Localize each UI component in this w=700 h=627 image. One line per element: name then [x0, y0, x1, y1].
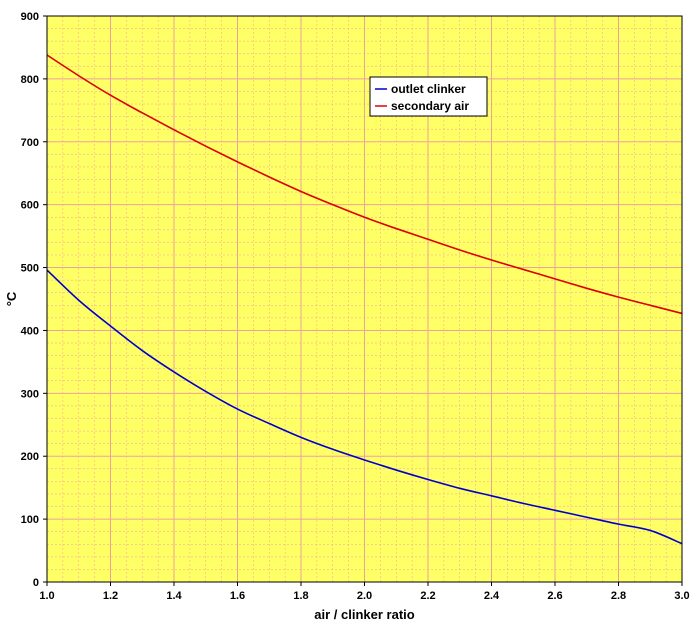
x-tick-label: 1.8 — [293, 590, 308, 602]
y-tick-label: 500 — [21, 263, 39, 275]
x-tick-label: 2.8 — [611, 590, 626, 602]
x-tick-label: 1.6 — [230, 590, 245, 602]
x-tick-label: 2.0 — [357, 590, 372, 602]
legend-label-outlet-clinker: outlet clinker — [391, 82, 466, 96]
y-axis-title: °C — [4, 291, 19, 306]
y-tick-label: 600 — [21, 200, 39, 212]
legend: outlet clinker secondary air — [369, 76, 488, 117]
y-tick-label: 700 — [21, 137, 39, 149]
y-tick-label: 800 — [21, 74, 39, 86]
x-tick-label: 3.0 — [674, 590, 689, 602]
y-tick-label: 100 — [21, 514, 39, 526]
series-line-outlet-clinker — [46, 269, 683, 545]
y-tick-label: 0 — [33, 577, 39, 589]
x-tick-label: 1.0 — [39, 590, 54, 602]
x-tick-label: 1.4 — [166, 590, 182, 602]
x-axis-title: air / clinker ratio — [314, 607, 414, 622]
legend-label-secondary-air: secondary air — [391, 99, 469, 113]
y-tick-label: 200 — [21, 451, 39, 463]
legend-box — [369, 76, 488, 117]
y-tick-label: 400 — [21, 325, 39, 337]
series-line-secondary-air — [46, 54, 683, 315]
x-tick-label: 1.2 — [103, 590, 118, 602]
x-axis-ticks: 1.0 1.2 1.4 1.6 1.8 2.0 2.2 2.4 2.6 2.8 3.0 — [39, 582, 690, 602]
y-tick-label: 300 — [21, 388, 39, 400]
y-axis-ticks: 0 100 200 300 400 500 600 700 800 900 — [21, 11, 47, 589]
x-tick-label: 2.6 — [547, 590, 562, 602]
x-tick-label: 2.4 — [484, 590, 500, 602]
series-layer — [46, 54, 683, 545]
x-tick-label: 2.2 — [420, 590, 435, 602]
y-tick-label: 900 — [21, 11, 39, 23]
